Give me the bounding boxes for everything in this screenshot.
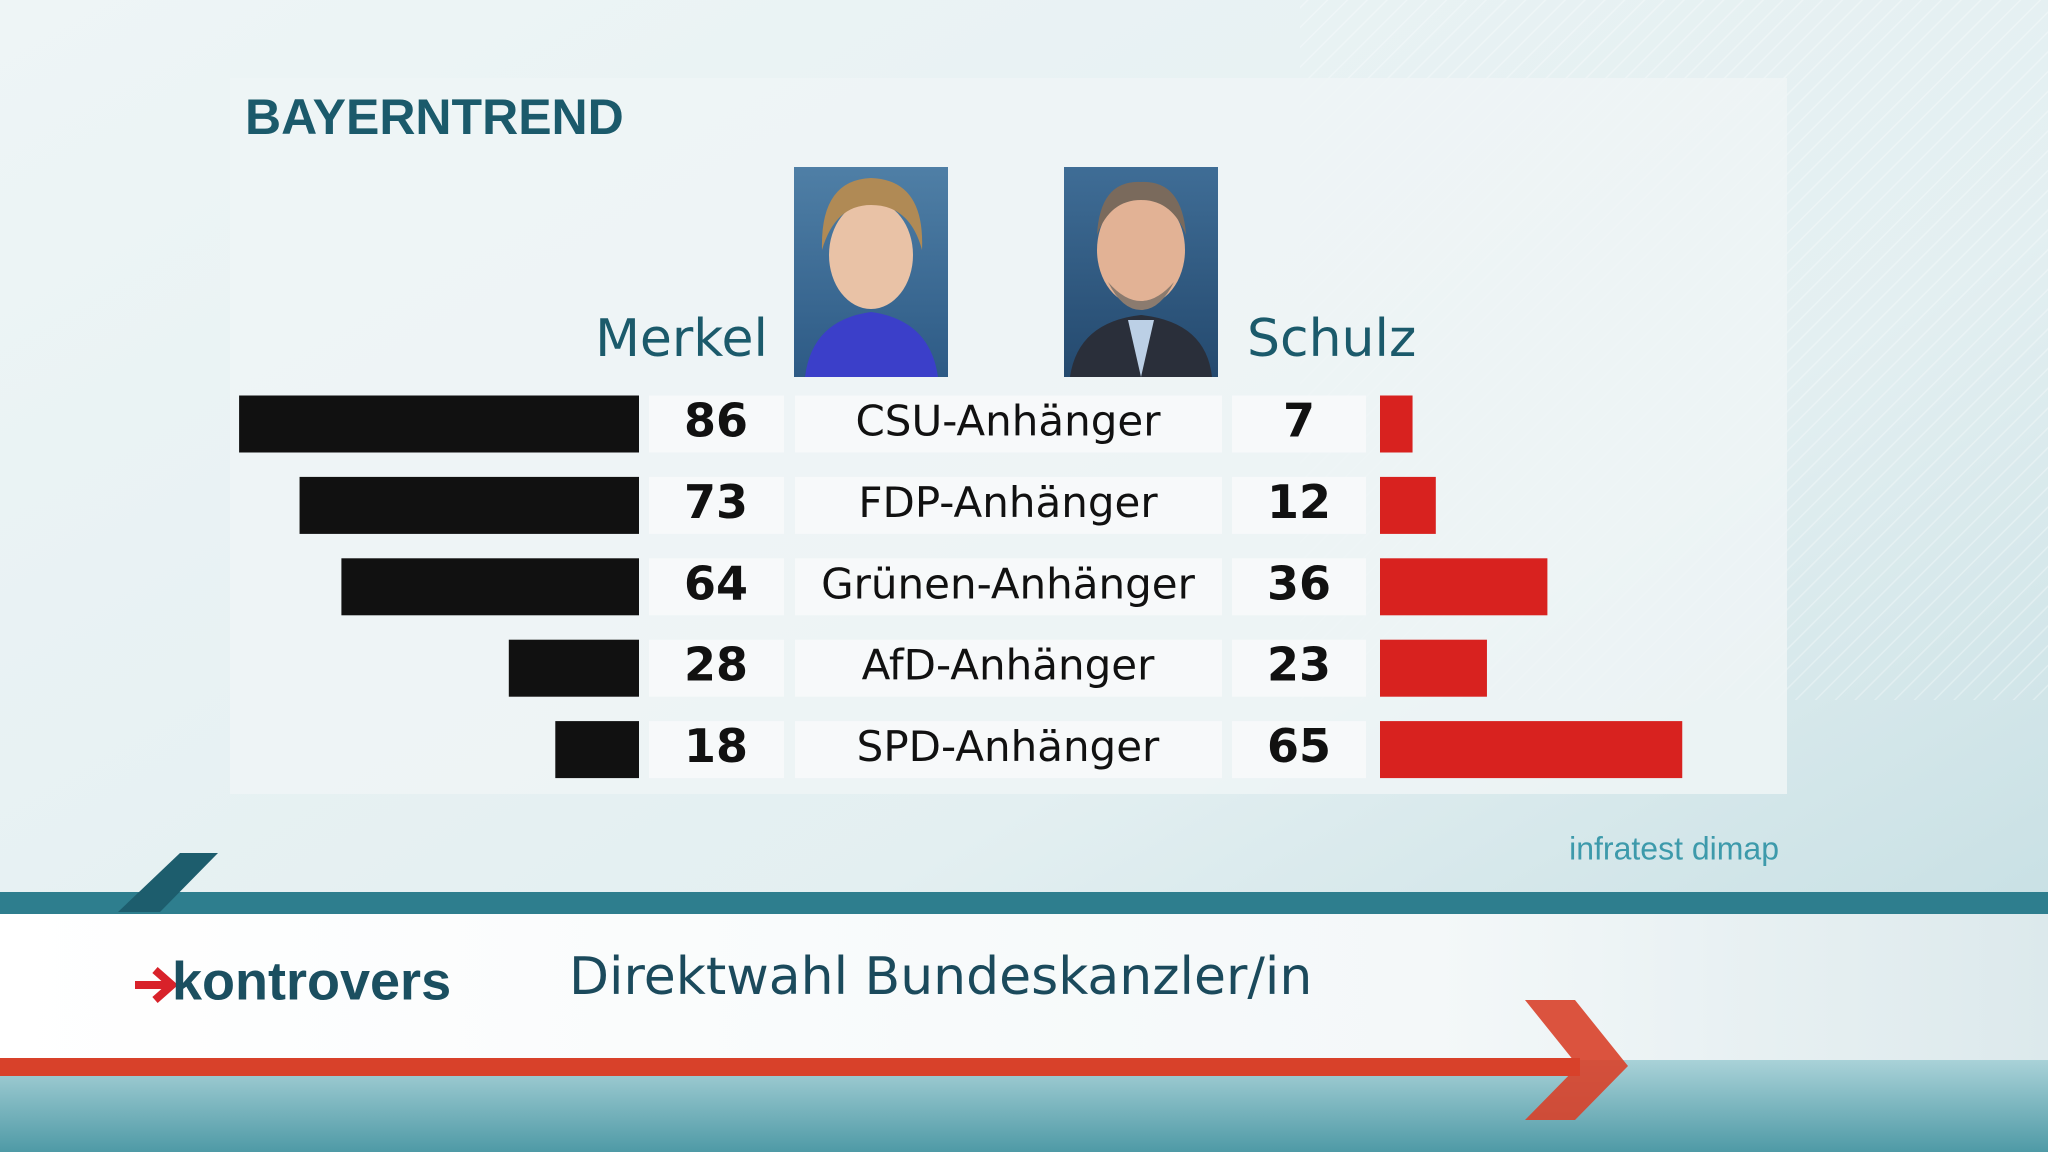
value-label: 28 [684, 638, 748, 692]
bar [1380, 558, 1548, 616]
category-label: CSU-Anhänger [855, 397, 1161, 446]
category-box [795, 721, 1222, 779]
bar [299, 476, 639, 534]
category-box [795, 639, 1222, 697]
value-label: 65 [1267, 719, 1331, 773]
number-box [1232, 558, 1366, 616]
value-label: 73 [684, 475, 748, 529]
value-label: 86 [684, 394, 748, 448]
bar [1380, 395, 1413, 453]
source: infratest dimap [1569, 830, 1779, 866]
category-box [795, 558, 1222, 616]
number-box [649, 558, 784, 616]
number-box [1232, 721, 1366, 779]
category-label: Grünen-Anhänger [821, 559, 1196, 608]
value-label: 64 [684, 556, 748, 610]
value-label: 7 [1283, 394, 1315, 448]
number-box [649, 476, 784, 534]
lower-third [0, 853, 2048, 1152]
category-label: FDP-Anhänger [858, 478, 1158, 527]
bar [341, 558, 639, 616]
number-box [649, 721, 784, 779]
photo-schulz [1064, 167, 1218, 377]
value-label: 18 [684, 719, 748, 773]
number-box [649, 639, 784, 697]
bar [1380, 476, 1436, 534]
legend-label: Merkel [595, 309, 768, 369]
number-box [1232, 476, 1366, 534]
category-box [795, 395, 1222, 453]
bar [1380, 721, 1683, 779]
photo-merkel [794, 167, 948, 377]
category-label: SPD-Anhänger [857, 722, 1160, 771]
legend-label: Schulz [1247, 309, 1416, 369]
bar [555, 721, 639, 779]
brand: kontrovers [172, 951, 451, 1011]
chart-title: BAYERNTREND [245, 89, 624, 145]
value-label: 23 [1267, 638, 1331, 692]
number-box [649, 395, 784, 453]
bar [239, 395, 639, 453]
category-box [795, 476, 1222, 534]
bar [1380, 639, 1487, 697]
bar [508, 639, 639, 697]
number-box [1232, 395, 1366, 453]
category-label: AfD-Anhänger [862, 641, 1155, 690]
value-label: 36 [1267, 556, 1331, 610]
headline: Direktwahl Bundeskanzler/in [569, 947, 1312, 1007]
value-label: 12 [1267, 475, 1331, 529]
number-box [1232, 639, 1366, 697]
